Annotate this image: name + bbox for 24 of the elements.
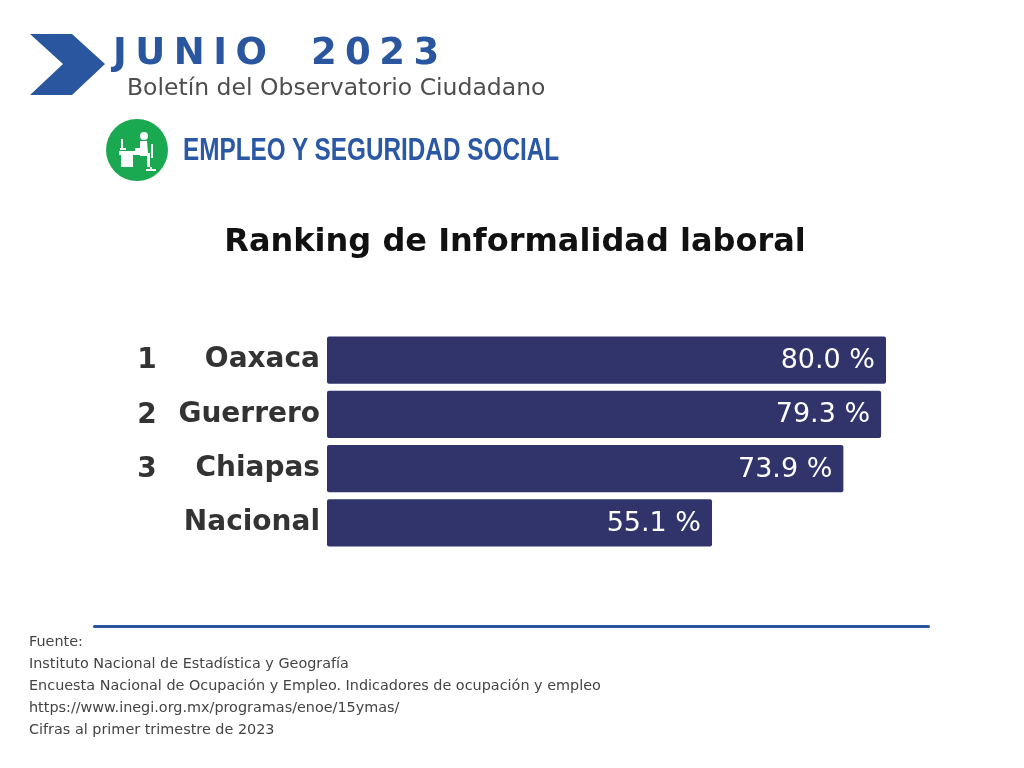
bar (327, 390, 882, 438)
data-label: 73.9 % (738, 451, 833, 483)
data-label: 80.0 % (780, 343, 875, 375)
text: 3 (137, 450, 157, 484)
text: https://www.inegi.org.mx/programas/enoe/15ymas/ (29, 698, 401, 717)
text: Boletín del Observatorio Ciudadano (127, 72, 546, 102)
text: Instituto Nacional de Estadística y Geografía (29, 654, 350, 673)
y-tick-label: Nacional (183, 504, 320, 538)
bar (327, 445, 844, 493)
text: EMPLEO Y SEGURIDAD SOCIAL (183, 131, 560, 167)
y-tick-label: Guerrero (178, 395, 320, 429)
chart-title: Ranking de Informalidad laboral (223, 220, 807, 261)
text: 2 (137, 396, 157, 430)
text: JUNIO 2023 (113, 30, 448, 74)
source-note: Fuente: (29, 632, 84, 651)
bar (327, 499, 713, 547)
y-tick-label: Oaxaca (204, 341, 320, 375)
text: 1 (137, 342, 157, 376)
y-tick-label: Chiapas (195, 449, 320, 483)
text: Cifras al primer trimestre de 2023 (29, 720, 276, 739)
bar (327, 336, 886, 384)
data-label: 55.1 % (606, 505, 702, 537)
text: Encuesta Nacional de Ocupación y Empleo. Indicadores de ocupación y empleo (29, 676, 601, 695)
data-label: 79.3 % (775, 397, 871, 429)
